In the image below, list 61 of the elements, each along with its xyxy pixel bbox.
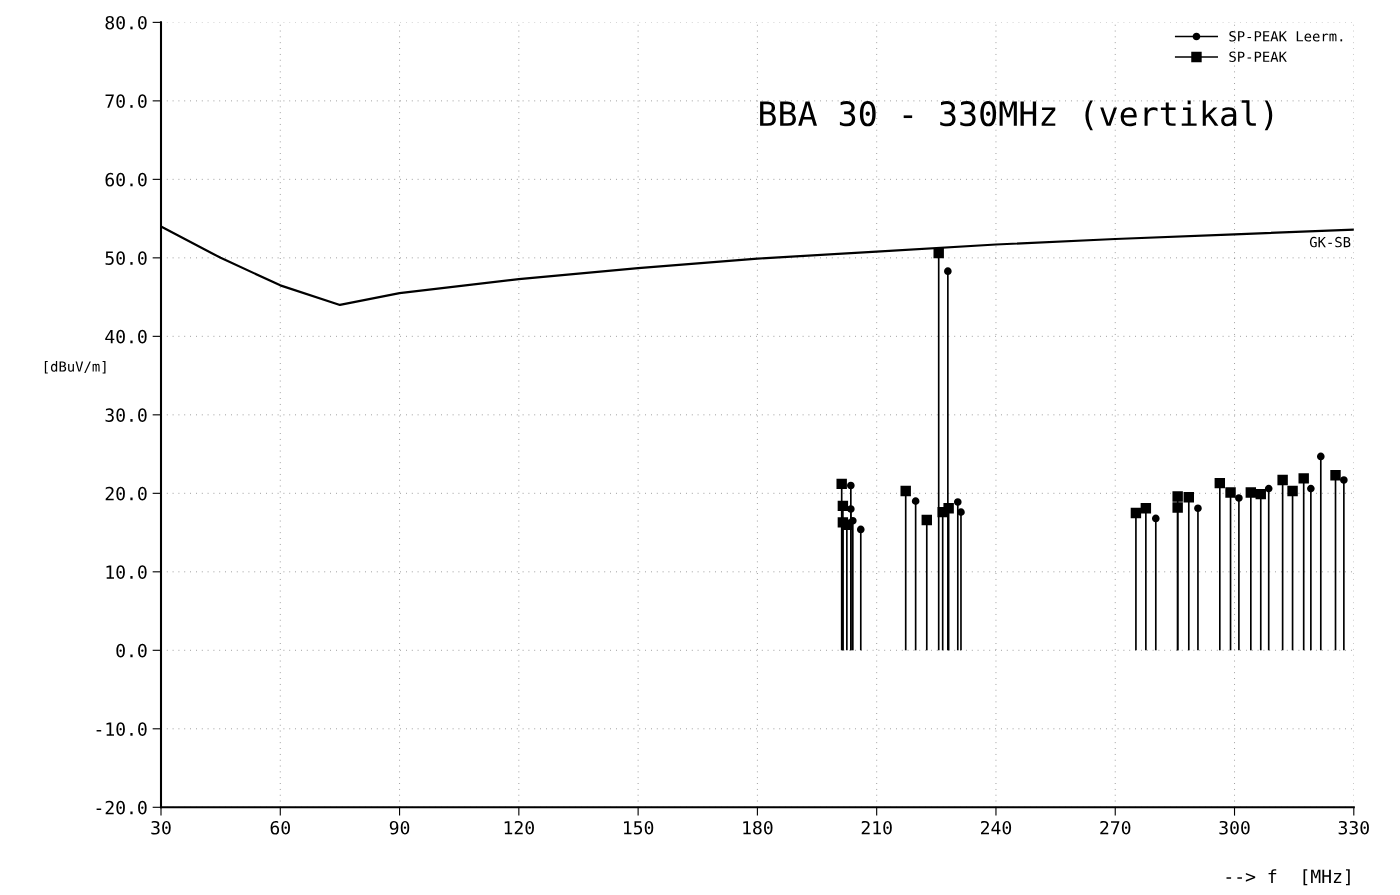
point bbox=[911, 497, 920, 505]
point bbox=[933, 247, 944, 259]
y-axis-title: [dBuV/m] bbox=[44, 361, 106, 374]
point bbox=[953, 498, 962, 506]
point bbox=[1287, 485, 1298, 497]
point bbox=[900, 485, 911, 497]
x-tick-label: 120 bbox=[504, 820, 534, 835]
x-tick-label: 300 bbox=[1219, 820, 1250, 835]
point bbox=[1183, 492, 1194, 503]
x-tick-label: 180 bbox=[743, 820, 773, 835]
x-tick-label: 270 bbox=[1100, 820, 1131, 835]
point bbox=[1307, 484, 1315, 493]
point bbox=[1264, 484, 1273, 493]
y-tick-label: 10.0 bbox=[106, 565, 147, 579]
x-tick-label: 60 bbox=[270, 820, 290, 835]
x-tick-label: 240 bbox=[980, 820, 1012, 835]
text: BBA 30 - 330MHz (vertikal) bbox=[760, 100, 1273, 131]
point bbox=[1151, 514, 1160, 523]
point bbox=[837, 500, 849, 512]
series-label: GK-SB bbox=[1309, 236, 1351, 248]
point bbox=[1172, 491, 1183, 502]
y-tick-label: 60.0 bbox=[105, 172, 147, 187]
point bbox=[944, 267, 952, 276]
y-tick-label: 80.0 bbox=[105, 15, 147, 30]
point bbox=[1277, 474, 1288, 486]
y-tick-label: -20.0 bbox=[96, 800, 147, 815]
y-tick-label: 70.0 bbox=[105, 94, 147, 109]
y-tick-label: 0.0 bbox=[116, 643, 147, 658]
point bbox=[1245, 487, 1257, 498]
point bbox=[1235, 494, 1243, 502]
y-tick-label: 40.0 bbox=[105, 329, 147, 344]
point bbox=[1255, 488, 1266, 500]
point bbox=[847, 505, 855, 513]
x-tick-label: 30 bbox=[151, 820, 171, 835]
x-axis-title: --> f [MHz] bbox=[1226, 869, 1350, 886]
point bbox=[921, 514, 932, 526]
y-tick-label: -10.0 bbox=[96, 722, 147, 736]
point bbox=[1130, 507, 1142, 519]
point bbox=[1316, 452, 1325, 461]
point bbox=[1140, 503, 1152, 514]
point bbox=[957, 508, 965, 516]
point bbox=[856, 525, 865, 534]
x-tick-label: 330 bbox=[1338, 820, 1369, 835]
y-tick-label: 30.0 bbox=[105, 408, 147, 422]
x-tick-label: 90 bbox=[389, 820, 410, 835]
y-tick-label: 20.0 bbox=[105, 486, 147, 501]
point bbox=[943, 503, 954, 514]
point bbox=[1214, 477, 1226, 489]
point bbox=[1298, 473, 1309, 484]
point bbox=[847, 481, 855, 490]
legend-label: SP-PEAK Leerm. bbox=[1229, 31, 1343, 42]
point bbox=[1194, 504, 1202, 513]
point bbox=[1340, 476, 1348, 484]
point bbox=[1330, 470, 1341, 481]
legend-label: SP-PEAK bbox=[1229, 51, 1287, 62]
y-tick-label: 50.0 bbox=[105, 251, 147, 266]
x-tick-label: 210 bbox=[861, 820, 892, 835]
point bbox=[1225, 487, 1236, 498]
x-tick-label: 150 bbox=[623, 820, 654, 835]
point bbox=[836, 478, 847, 490]
point bbox=[1172, 502, 1183, 513]
